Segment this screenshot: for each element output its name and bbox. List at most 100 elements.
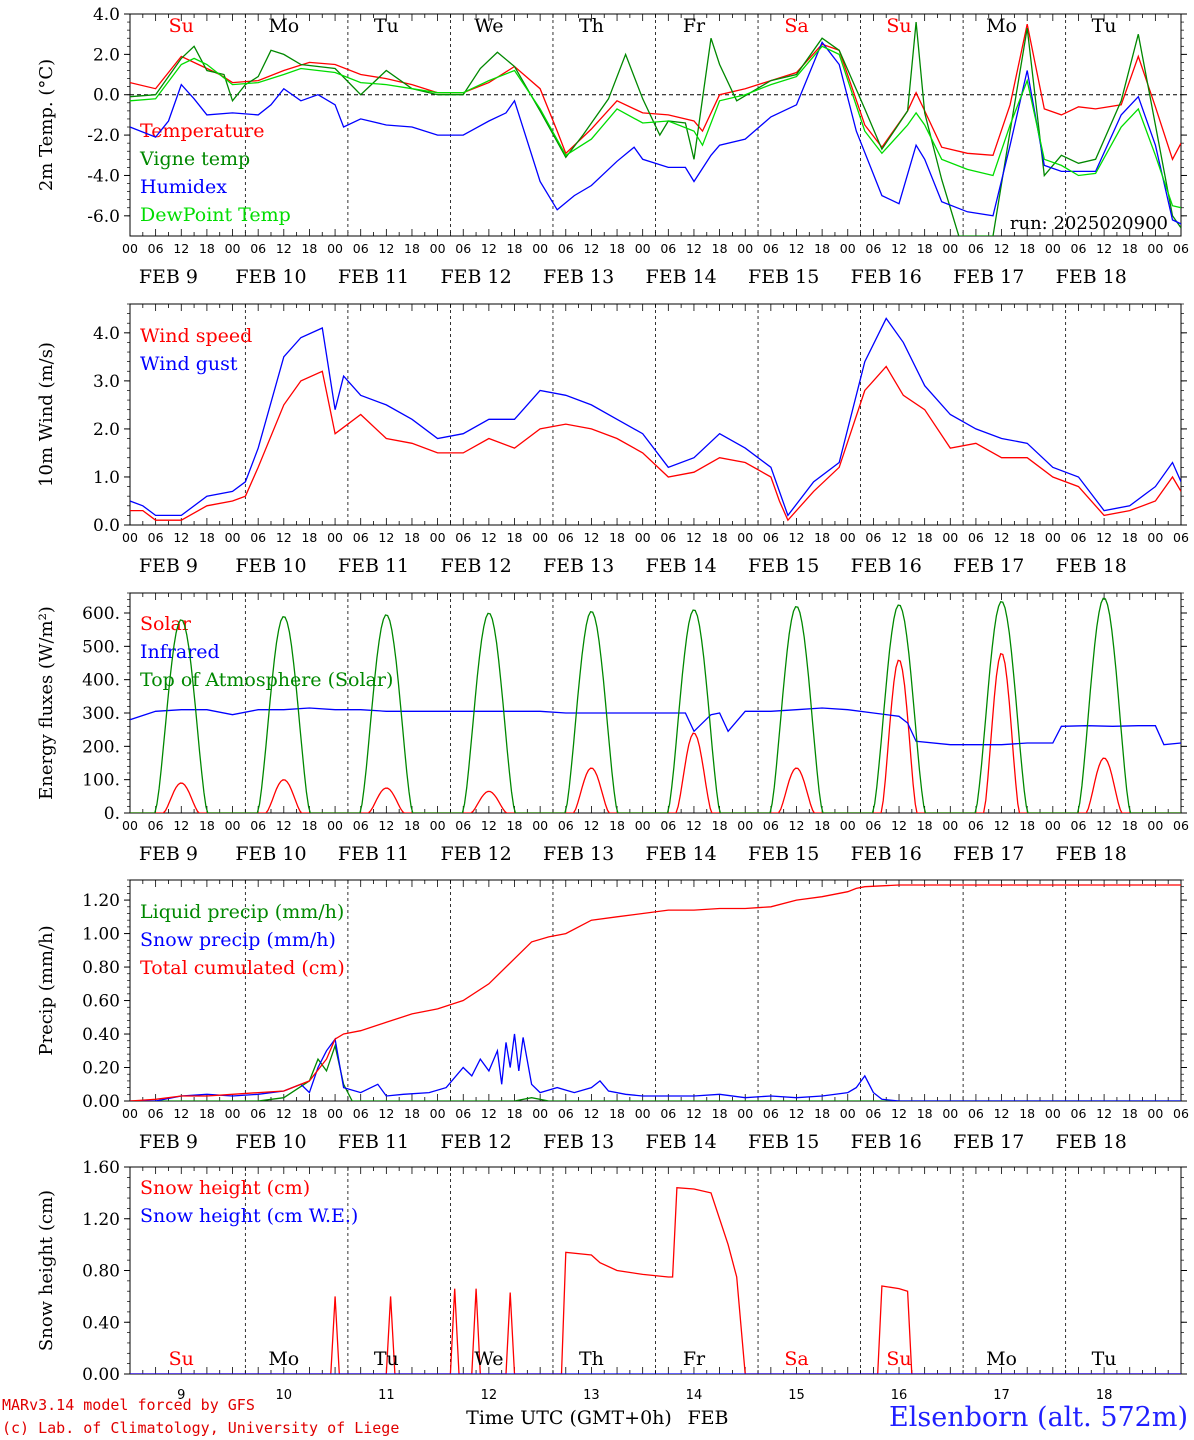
weekday-label-bottom: We bbox=[474, 1348, 503, 1370]
series-line-dewpoint-temp bbox=[130, 45, 1181, 209]
day-number: 18 bbox=[1096, 1388, 1113, 1403]
y-tick-label: 0.80 bbox=[82, 1262, 120, 1282]
y-tick-label: 4.0 bbox=[93, 5, 120, 25]
weekday-label: We bbox=[474, 15, 503, 37]
weekday-label-bottom: Fr bbox=[683, 1348, 706, 1370]
weekday-label: Tu bbox=[374, 15, 399, 37]
y-tick-label: 600. bbox=[82, 604, 120, 624]
x-hour-label: 06 bbox=[148, 530, 164, 545]
x-hour-label: 06 bbox=[353, 818, 369, 833]
panel-3: 600. 500. 400. 300. 200. 100. 0. Energy fluxes … bbox=[36, 592, 1189, 865]
legend-entry: DewPoint Temp bbox=[140, 204, 291, 226]
x-hour-label: 00 bbox=[225, 241, 241, 256]
legend-entry: Solar bbox=[140, 613, 192, 635]
x-hour-label: 12 bbox=[173, 818, 189, 833]
panel-2: 4.0 3.0 2.0 1.0 0.0 10m Wind (m/s) Wind speed W… bbox=[36, 303, 1189, 577]
x-hour-label: 00 bbox=[122, 530, 138, 545]
x-hour-label: 00 bbox=[327, 241, 343, 256]
x-hour-label: 00 bbox=[840, 1106, 856, 1121]
x-hour-label: 00 bbox=[737, 818, 753, 833]
weekday-label: Tu bbox=[1092, 15, 1117, 37]
x-hour-label: 12 bbox=[1096, 818, 1112, 833]
series-line-snow-height-cm- bbox=[130, 1187, 1181, 1374]
y-tick-label: 0. bbox=[104, 804, 120, 824]
x-hour-label: 12 bbox=[891, 818, 907, 833]
y-tick-label: 0.40 bbox=[82, 1313, 120, 1333]
x-hour-label: 00 bbox=[225, 1106, 241, 1121]
y-tick-label: 0.0 bbox=[93, 86, 120, 106]
y-tick-label: 1.20 bbox=[82, 891, 120, 911]
y-tick-label: 0.20 bbox=[82, 1059, 120, 1079]
time-axis-month: FEB bbox=[687, 1407, 728, 1429]
x-hour-label: 06 bbox=[865, 530, 881, 545]
x-hour-label: 00 bbox=[1045, 241, 1061, 256]
x-hour-label: 12 bbox=[994, 530, 1010, 545]
x-hour-label: 18 bbox=[1019, 818, 1035, 833]
x-day-label: FEB 9 bbox=[139, 555, 198, 577]
weekday-label: Mo bbox=[268, 15, 299, 37]
x-hour-label: 00 bbox=[1147, 530, 1163, 545]
x-hour-label: 00 bbox=[942, 1106, 958, 1121]
x-hour-label: 12 bbox=[583, 241, 599, 256]
x-hour-label: 12 bbox=[994, 1106, 1010, 1121]
x-hour-label: 18 bbox=[1122, 241, 1138, 256]
x-hour-label: 12 bbox=[686, 818, 702, 833]
x-hour-label: 12 bbox=[789, 241, 805, 256]
x-hour-label: 18 bbox=[609, 818, 625, 833]
y-tick-label: -4.0 bbox=[87, 166, 120, 186]
day-number: 9 bbox=[177, 1388, 185, 1403]
x-hour-label: 12 bbox=[378, 818, 394, 833]
x-hour-label: 12 bbox=[891, 530, 907, 545]
x-hour-label: 18 bbox=[814, 818, 830, 833]
x-day-label: FEB 17 bbox=[953, 266, 1024, 288]
x-hour-label: 00 bbox=[942, 530, 958, 545]
x-hour-label: 18 bbox=[404, 241, 420, 256]
x-hour-label: 00 bbox=[1045, 1106, 1061, 1121]
weekday-label: Fr bbox=[683, 15, 706, 37]
x-day-label: FEB 10 bbox=[235, 266, 306, 288]
x-hour-label: 06 bbox=[968, 530, 984, 545]
x-hour-label: 06 bbox=[455, 818, 471, 833]
legend-entry: Wind speed bbox=[140, 325, 252, 347]
x-hour-label: 00 bbox=[1147, 818, 1163, 833]
y-tick-label: -6.0 bbox=[87, 207, 120, 227]
x-hour-label: 12 bbox=[583, 530, 599, 545]
x-day-label: FEB 14 bbox=[646, 266, 717, 288]
weekday-label-bottom: Tu bbox=[1092, 1348, 1117, 1370]
x-hour-label: 18 bbox=[917, 818, 933, 833]
x-hour-label: 00 bbox=[327, 1106, 343, 1121]
x-hour-label: 06 bbox=[250, 530, 266, 545]
day-number: 14 bbox=[686, 1388, 703, 1403]
legend-entry: Vigne temp bbox=[139, 148, 250, 170]
y-tick-label: 4.0 bbox=[93, 324, 120, 344]
x-hour-label: 12 bbox=[481, 530, 497, 545]
x-hour-label: 06 bbox=[660, 530, 676, 545]
x-hour-label: 12 bbox=[481, 818, 497, 833]
series-line-wind-speed bbox=[130, 365, 1181, 522]
x-hour-label: 18 bbox=[199, 530, 215, 545]
x-hour-label: 00 bbox=[635, 818, 651, 833]
x-hour-label: 12 bbox=[173, 241, 189, 256]
x-hour-label: 00 bbox=[327, 818, 343, 833]
x-day-label: FEB 18 bbox=[1056, 555, 1127, 577]
y-tick-label: 0.00 bbox=[82, 1365, 120, 1385]
x-day-label: FEB 15 bbox=[748, 266, 819, 288]
x-hour-label: 06 bbox=[865, 241, 881, 256]
x-day-label: FEB 18 bbox=[1056, 1131, 1127, 1153]
weekday-label: Th bbox=[579, 15, 604, 37]
x-hour-label: 12 bbox=[276, 241, 292, 256]
x-hour-label: 06 bbox=[763, 818, 779, 833]
x-hour-label: 18 bbox=[609, 241, 625, 256]
weekday-label: Mo bbox=[986, 15, 1017, 37]
x-hour-label: 12 bbox=[1096, 241, 1112, 256]
x-day-label: FEB 9 bbox=[139, 1131, 198, 1153]
x-hour-label: 18 bbox=[1019, 1106, 1035, 1121]
legend-entry: Top of Atmosphere (Solar) bbox=[140, 669, 393, 691]
weekday-label-bottom: Mo bbox=[268, 1348, 299, 1370]
x-hour-label: 06 bbox=[660, 241, 676, 256]
x-day-label: FEB 9 bbox=[139, 843, 198, 865]
x-hour-label: 06 bbox=[1173, 530, 1189, 545]
x-hour-label: 06 bbox=[968, 241, 984, 256]
x-hour-label: 06 bbox=[558, 241, 574, 256]
x-hour-label: 18 bbox=[1019, 241, 1035, 256]
